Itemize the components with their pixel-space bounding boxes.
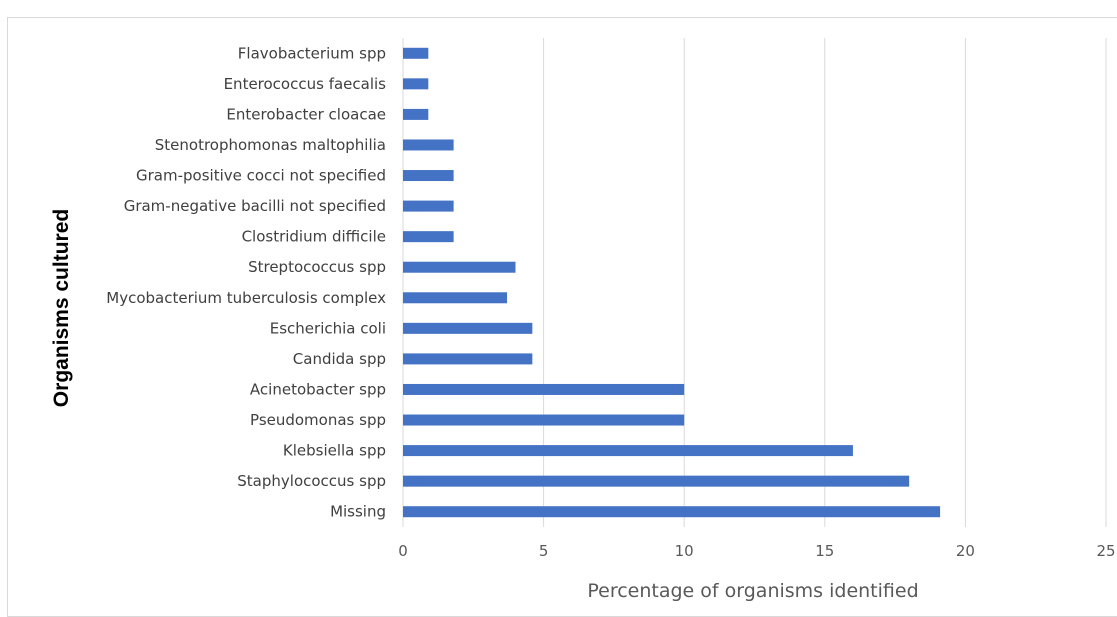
category-labels: Missing Staphylococcus spp Klebsiella spp P… [106,44,386,520]
bar [403,353,533,365]
bar-chart: Missing Staphylococcus spp Klebsiella spp P… [50,38,1116,602]
x-tick-label: 5 [539,542,549,560]
x-tick-label: 25 [1096,542,1115,560]
category-label: Enterococcus faecalis [224,75,387,93]
bar [403,322,533,334]
bar [403,292,508,304]
category-label: Flavobacterium spp [238,44,386,62]
x-tick-label: 20 [956,542,975,560]
bar [403,47,429,59]
category-label: Klebsiella spp [283,442,386,460]
bar [403,475,910,487]
bars [403,47,941,518]
category-label: Stenotrophomonas maltophilia [155,136,386,154]
bar [403,108,429,120]
bar [403,445,853,457]
bar [403,200,454,212]
x-tick-label: 15 [815,542,834,560]
y-axis-title: Organisms cultured [50,209,73,407]
category-label: Streptococcus spp [248,258,386,276]
bar [403,78,429,90]
category-label: Mycobacterium tuberculosis complex [106,289,386,307]
bar [403,414,685,426]
x-axis-title: Percentage of organisms identified [587,580,918,602]
x-tick-label: 0 [398,542,408,560]
category-label: Gram-negative bacilli not specified [124,197,386,215]
bar [403,383,685,395]
bar [403,261,516,273]
category-label: Acinetobacter spp [250,380,386,398]
bar [403,170,454,182]
bar [403,231,454,243]
category-label: Clostridium difficile [242,228,386,246]
x-tick-label: 10 [675,542,694,560]
bar [403,506,941,518]
x-tick-labels: 0 5 10 15 20 25 [398,542,1115,560]
category-label: Gram-positive cocci not specified [136,167,386,185]
category-label: Escherichia coli [270,319,386,337]
bar [403,139,454,151]
category-label: Enterobacter cloacae [226,105,386,123]
category-label: Staphylococcus spp [237,472,386,490]
category-label: Pseudomonas spp [250,411,386,429]
category-label: Candida spp [293,350,386,368]
category-label: Missing [330,503,386,521]
